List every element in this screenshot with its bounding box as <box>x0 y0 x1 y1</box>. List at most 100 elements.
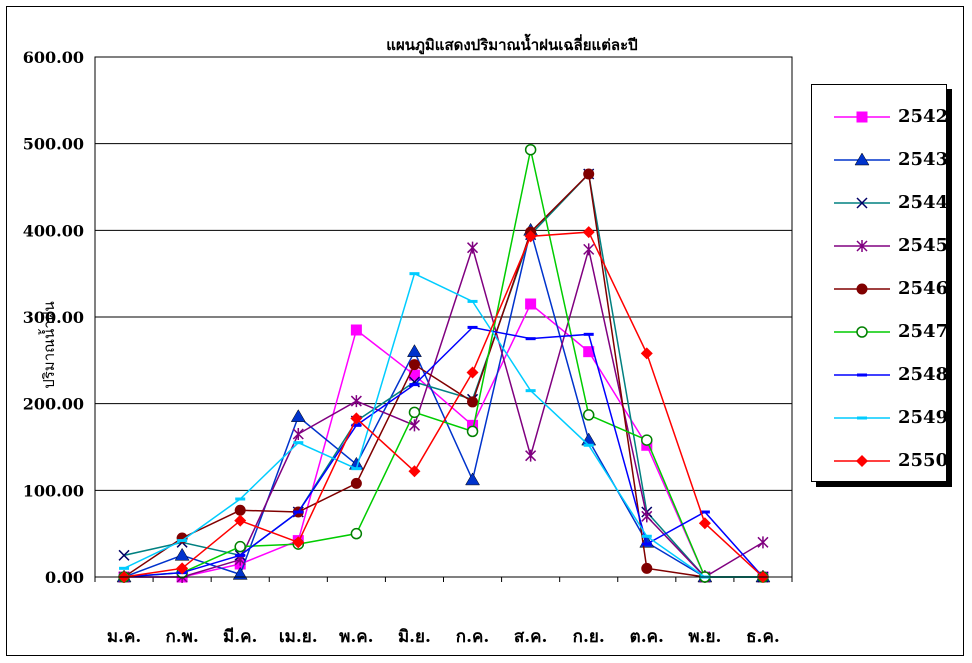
legend-swatch <box>834 152 890 166</box>
data-point <box>583 443 594 447</box>
legend-item: 2545 <box>812 234 948 258</box>
legend-swatch <box>834 326 890 338</box>
data-point <box>467 241 479 254</box>
data-point <box>856 197 868 209</box>
data-point <box>350 527 363 540</box>
data-point <box>698 517 711 530</box>
y-tick-label: 500.00 <box>23 135 84 154</box>
data-point <box>350 324 362 336</box>
data-point <box>293 510 304 514</box>
data-point <box>235 497 246 501</box>
x-tick-label: พ.ค. <box>339 627 373 647</box>
x-tick-label: ส.ค. <box>514 627 548 647</box>
data-point <box>465 472 480 486</box>
legend-swatch <box>834 416 890 420</box>
data-point <box>407 344 422 357</box>
y-tick-label: 300.00 <box>23 308 84 327</box>
data-point <box>641 542 652 546</box>
series-2544 <box>118 168 769 583</box>
data-point <box>525 389 536 393</box>
legend-item: 2543 <box>812 148 948 172</box>
series-2545 <box>118 241 769 583</box>
data-point <box>292 536 305 549</box>
data-point <box>177 539 188 543</box>
data-point <box>408 406 421 419</box>
series-line <box>124 302 763 578</box>
y-tick-label: 200.00 <box>23 395 84 414</box>
legend-swatch <box>834 283 890 295</box>
y-axis-label: ปริมาณน้ำฝน <box>38 301 58 389</box>
y-tick-label: 400.00 <box>23 221 84 240</box>
legend-item: 2549 <box>812 406 948 430</box>
legend-label: 2548 <box>898 364 949 385</box>
plot-area-border <box>94 56 793 578</box>
legend-swatch <box>834 455 890 467</box>
data-point <box>350 395 362 408</box>
series-2550 <box>118 226 769 583</box>
series-line <box>124 245 764 578</box>
series-line <box>123 172 763 578</box>
legend-label: 2549 <box>898 407 949 428</box>
data-point <box>292 428 304 440</box>
x-tick-label: ต.ค. <box>630 627 664 647</box>
data-point <box>856 111 868 123</box>
data-point <box>350 412 363 425</box>
data-point <box>351 423 362 427</box>
data-point <box>351 467 362 471</box>
series-2543 <box>116 222 771 583</box>
data-point <box>757 536 769 549</box>
data-point <box>583 168 595 180</box>
data-point <box>350 477 362 489</box>
data-point <box>293 441 304 445</box>
data-point <box>232 566 248 580</box>
data-point <box>640 347 653 360</box>
data-point <box>234 514 247 527</box>
data-point <box>409 272 420 276</box>
data-point <box>525 337 536 341</box>
series-2546 <box>118 168 769 583</box>
legend-label: 2544 <box>898 192 949 213</box>
data-point <box>467 325 478 329</box>
gridlines <box>94 56 793 582</box>
data-point <box>641 562 653 574</box>
legend-swatch <box>834 240 890 252</box>
data-point <box>641 534 652 538</box>
data-point <box>525 449 537 462</box>
data-point <box>118 549 130 561</box>
data-point <box>408 359 420 371</box>
y-tick-label: 0.00 <box>45 568 84 587</box>
chart-frame <box>6 6 964 656</box>
data-point <box>409 383 420 387</box>
legend-item: 2550 <box>812 449 948 473</box>
data-point <box>856 240 868 252</box>
legend-swatch <box>834 197 890 209</box>
data-point <box>408 465 421 478</box>
legend-item: 2547 <box>812 320 948 344</box>
x-tick-label: มิ.ย. <box>398 627 431 647</box>
data-point <box>467 396 479 408</box>
legend-item: 2546 <box>812 277 948 301</box>
data-point <box>856 283 868 295</box>
x-tick-labels: ม.ค. ก.พ. มี.ค. เม.ย. พ.ค. มิ.ย. ก.ค. ส.ค. ก.ย. ต… <box>107 626 780 647</box>
x-tick-label: ก.พ. <box>165 627 198 647</box>
legend-label: 2547 <box>898 321 949 342</box>
legend-swatch <box>834 111 890 123</box>
x-tick-label: พ.ย. <box>688 627 721 647</box>
data-point <box>582 409 595 421</box>
x-tick-label: ก.ค. <box>456 627 490 647</box>
data-point <box>856 455 868 467</box>
data-point <box>174 547 190 561</box>
x-tick-label: เม.ย. <box>279 627 318 647</box>
data-point <box>583 243 595 256</box>
data-point <box>525 298 537 310</box>
data-point <box>467 299 478 303</box>
series-line <box>123 230 763 578</box>
data-point <box>583 332 594 336</box>
chart-title: แผนภูมิแสดงปริมาณน้ำฝนเฉลี่ยแต่ละปี <box>386 33 637 55</box>
series-line <box>123 326 764 578</box>
legend: 2542 2543 2544 2545 2546 2547 2548 2549 2550 <box>811 84 949 482</box>
y-tick-label: 600.00 <box>23 48 84 67</box>
series-line <box>123 272 763 578</box>
data-point <box>857 373 867 377</box>
